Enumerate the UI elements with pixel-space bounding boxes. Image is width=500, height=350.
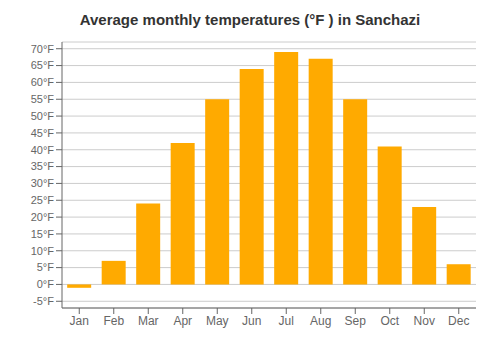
svg-text:Mar: Mar <box>138 314 159 328</box>
svg-text:55°F: 55°F <box>31 93 55 105</box>
svg-text:40°F: 40°F <box>31 144 55 156</box>
svg-text:30°F: 30°F <box>31 177 55 189</box>
svg-text:5°F: 5°F <box>37 261 55 273</box>
svg-text:Apr: Apr <box>173 314 192 328</box>
svg-text:45°F: 45°F <box>31 127 55 139</box>
svg-text:Feb: Feb <box>103 314 124 328</box>
svg-text:Jan: Jan <box>70 314 89 328</box>
svg-text:Aug: Aug <box>310 314 331 328</box>
svg-text:25°F: 25°F <box>31 194 55 206</box>
svg-text:10°F: 10°F <box>31 245 55 257</box>
svg-text:Jul: Jul <box>279 314 294 328</box>
svg-text:35°F: 35°F <box>31 160 55 172</box>
svg-text:Dec: Dec <box>448 314 469 328</box>
svg-text:50°F: 50°F <box>31 110 55 122</box>
svg-text:65°F: 65°F <box>31 59 55 71</box>
svg-text:Sep: Sep <box>345 314 367 328</box>
svg-text:Oct: Oct <box>380 314 399 328</box>
svg-text:70°F: 70°F <box>31 43 55 55</box>
svg-text:Jun: Jun <box>242 314 261 328</box>
svg-text:-5°F: -5°F <box>33 295 54 307</box>
svg-text:Nov: Nov <box>414 314 435 328</box>
svg-text:0°F: 0°F <box>37 278 55 290</box>
svg-text:60°F: 60°F <box>31 76 55 88</box>
svg-text:May: May <box>206 314 229 328</box>
svg-text:20°F: 20°F <box>31 211 55 223</box>
html-text:Average monthly temperatures (: Average monthly temperatures (°F ) in Sa… <box>79 11 421 28</box>
svg-text:15°F: 15°F <box>31 228 55 240</box>
